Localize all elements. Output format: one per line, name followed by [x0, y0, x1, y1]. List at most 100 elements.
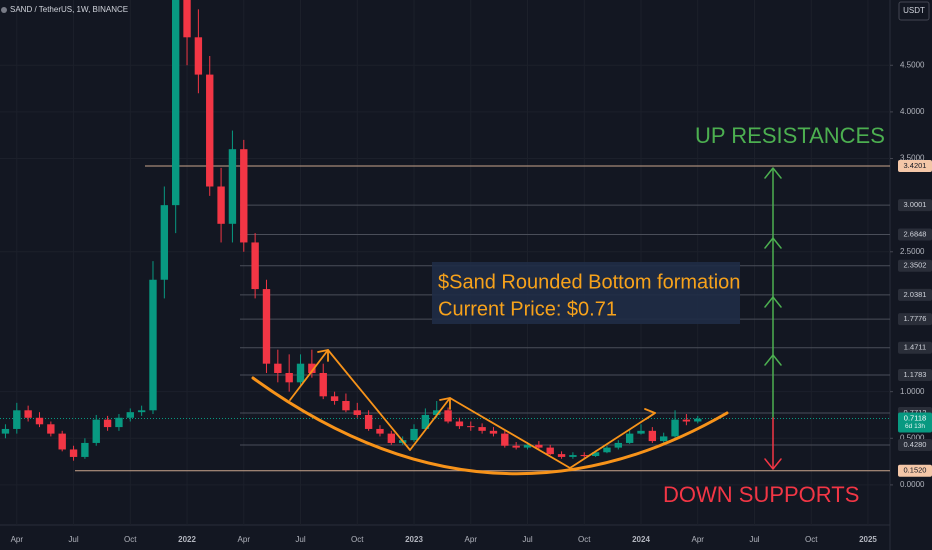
candle-body [671, 419, 679, 437]
candle-body [24, 410, 32, 418]
candle-body [410, 428, 418, 441]
candle-body [58, 433, 66, 450]
annotation-box [432, 262, 740, 324]
countdown: 6d 13h [905, 423, 925, 430]
level-box [898, 313, 932, 326]
candle-body [603, 447, 611, 453]
candle-body [103, 419, 112, 428]
level-label: 1.4711 [904, 343, 926, 352]
candle-body [637, 430, 645, 434]
x-tick-label: Jul [68, 535, 78, 544]
level-box [898, 369, 932, 382]
x-tick-label: Jul [522, 535, 532, 544]
level-label: 0.4280 [904, 440, 927, 449]
candle-body [126, 412, 134, 418]
level-box [898, 464, 932, 477]
candle-body [387, 433, 396, 443]
level-box [898, 259, 932, 272]
x-tick-label: 2023 [405, 535, 423, 544]
level-label: 2.3502 [904, 261, 927, 270]
x-tick-label: Apr [238, 535, 251, 544]
candle-body [694, 418, 702, 422]
y-tick-label: 4.5000 [900, 60, 925, 69]
rounded-bottom-arc [251, 376, 729, 476]
candle-body [455, 421, 464, 427]
y-tick-label: 2.5000 [900, 247, 925, 256]
level-label: 2.0381 [904, 290, 927, 299]
candle-body [228, 149, 237, 224]
candle-body [194, 37, 203, 75]
candle-body [342, 400, 350, 411]
candle-body [240, 149, 248, 243]
x-tick-label: Oct [578, 535, 591, 544]
candle-body [149, 279, 157, 411]
candle-body [523, 444, 532, 448]
candle-body [501, 433, 509, 446]
y-tick-label: 1.0000 [900, 387, 925, 396]
level-label: 1.7776 [904, 314, 927, 323]
candle-body [160, 205, 169, 280]
candle-body [648, 430, 657, 442]
level-box [898, 199, 932, 212]
x-tick-label: 2024 [632, 535, 650, 544]
candle-body [625, 433, 634, 443]
candle-body [467, 426, 475, 428]
candle-body [319, 373, 327, 397]
axis-labels: 0.0000 0.5000 1.0000 2.5000 3.5000 4.0000 4.50… [11, 60, 932, 544]
candle-body [1, 428, 10, 434]
candles [1, 0, 702, 461]
candle-body [13, 410, 21, 429]
candle-body [81, 442, 89, 457]
candle-body [682, 419, 691, 422]
candle-body [478, 427, 486, 431]
y-tick-label: 4.0000 [900, 107, 925, 116]
level-box [898, 438, 932, 451]
level-box [898, 341, 932, 354]
candle-body [557, 454, 566, 457]
level-label: 3.4201 [904, 161, 927, 170]
candle-body [376, 428, 384, 434]
candle-body [421, 414, 430, 429]
x-tick-label: 2022 [178, 535, 196, 544]
candle-body [660, 436, 668, 442]
candle-body [330, 396, 339, 401]
candle-body [47, 424, 55, 434]
candle-body [69, 449, 78, 457]
current-price-label: 0.7118 [904, 414, 926, 423]
chart-title: SAND / TetherUS, 1W, BINANCE [10, 5, 128, 14]
down-arrowhead [764, 458, 782, 470]
x-tick-label: Apr [11, 535, 24, 544]
candle-body [285, 373, 293, 383]
x-tick-label: Apr [465, 535, 478, 544]
currency: USDT [903, 6, 925, 15]
candle-body [171, 0, 180, 206]
level-label: 2.6848 [904, 230, 927, 239]
candle-body [546, 447, 554, 455]
x-tick-label: Oct [124, 535, 137, 544]
level-box [898, 228, 932, 241]
x-tick-label: Jul [749, 535, 759, 544]
candle-body [433, 410, 441, 415]
candle-body [444, 410, 452, 422]
candle-body [217, 186, 225, 224]
candle-body [591, 452, 600, 456]
candle-body [183, 0, 191, 38]
level-box [898, 159, 932, 172]
zigzag [289, 349, 656, 469]
candle-body [274, 363, 282, 374]
y-tick-label: 0.5000 [900, 433, 925, 442]
y-tick-label: 3.5000 [900, 154, 925, 163]
candle-body [512, 445, 520, 448]
candle-body [35, 417, 44, 425]
level-box [898, 288, 932, 301]
candle-body [296, 363, 305, 383]
currency-box[interactable] [898, 1, 930, 21]
candle-body [569, 455, 577, 457]
x-tick-label: Apr [692, 535, 705, 544]
y-tick-label: 0.0000 [900, 480, 925, 489]
level-label: 0.1520 [904, 466, 927, 475]
candle-body [115, 417, 123, 428]
annotation: UP RESISTANCES [695, 123, 885, 148]
candle-body [580, 455, 588, 457]
